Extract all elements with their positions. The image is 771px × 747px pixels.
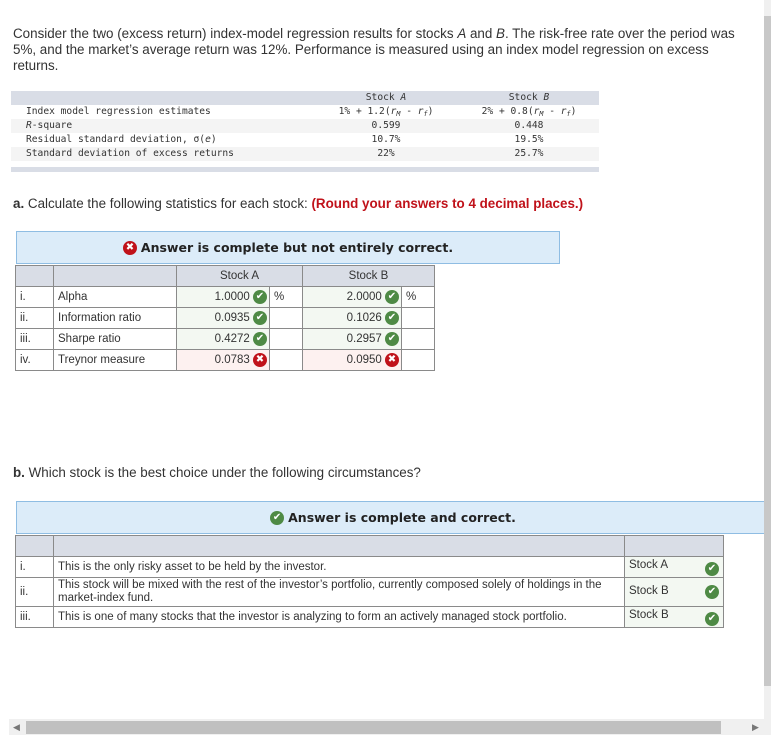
treynor-a-input[interactable]: 0.0783 ✖ (176, 349, 270, 371)
problem-statement: Consider the two (excess return) index-m… (13, 26, 735, 73)
alpha-a-input[interactable]: 1.0000 ✔ (176, 286, 270, 308)
check-circle-icon: ✔ (385, 290, 399, 304)
info-table-header: Stock A Stock B (11, 91, 599, 105)
info-row-regression: Index model regression estimates 1% + 1.… (11, 105, 599, 119)
vertical-scrollbar-thumb[interactable] (764, 16, 771, 686)
cross-circle-icon: ✖ (253, 353, 267, 367)
choice-3-select[interactable]: Stock B ✔ (624, 606, 724, 628)
part-a-header-row: Stock A Stock B (15, 265, 435, 287)
table-row: iii. This is one of many stocks that the… (15, 606, 724, 628)
horizontal-scrollbar[interactable]: ◀ ▶ (9, 719, 771, 735)
header-stock-b: Stock B (508, 92, 550, 103)
check-circle-icon: ✔ (385, 332, 399, 346)
scroll-right-arrow-icon[interactable]: ▶ (752, 722, 759, 732)
choice-2-select[interactable]: Stock B ✔ (624, 577, 724, 607)
scroll-left-arrow-icon[interactable]: ◀ (13, 722, 20, 732)
check-circle-icon: ✔ (705, 561, 719, 576)
regression-a: 1% + 1.2(rM - rf) (338, 106, 434, 118)
horizontal-scrollbar-thumb[interactable] (26, 721, 721, 734)
col-stock-b: Stock B (302, 265, 435, 287)
info-ratio-b-input[interactable]: 0.1026 ✔ (302, 307, 402, 329)
vertical-scrollbar[interactable] (764, 0, 771, 719)
info-row-residual-sd: Residual standard deviation, σ(e) 10.7% … (11, 133, 599, 147)
check-circle-icon: ✔ (385, 311, 399, 325)
table-row: ii. Information ratio 0.0935 ✔ 0.1026 ✔ (15, 307, 435, 329)
part-b-header-row (15, 535, 724, 557)
table-row: i. This is the only risky asset to be he… (15, 556, 724, 578)
table-row: i. Alpha 1.0000 ✔ % 2.0000 ✔ % (15, 286, 435, 308)
check-circle-icon: ✔ (270, 510, 285, 525)
cross-circle-icon: ✖ (385, 353, 399, 367)
sharpe-a-input[interactable]: 0.4272 ✔ (176, 328, 270, 350)
sharpe-b-input[interactable]: 0.2957 ✔ (302, 328, 402, 350)
choice-1-select[interactable]: Stock A ✔ (624, 556, 724, 578)
alpha-b-input[interactable]: 2.0000 ✔ (302, 286, 402, 308)
part-a-result-banner: ✖ Answer is complete but not entirely co… (16, 231, 560, 264)
part-b-result-banner: ✔ Answer is complete and correct. (16, 501, 770, 534)
table-row: iv. Treynor measure 0.0783 ✖ 0.0950 ✖ (15, 349, 435, 371)
col-stock-a: Stock A (176, 265, 303, 287)
part-b-answer-table: i. This is the only risky asset to be he… (15, 535, 724, 628)
info-ratio-a-input[interactable]: 0.0935 ✔ (176, 307, 270, 329)
info-row-excess-sd: Standard deviation of excess returns 22%… (11, 147, 599, 161)
regression-b: 2% + 0.8(rM - rf) (481, 106, 577, 118)
part-a-answer-table: Stock A Stock B i. Alpha 1.0000 ✔ % 2.00… (15, 265, 435, 371)
part-a-question: a. Calculate the following statistics fo… (13, 196, 584, 211)
check-circle-icon: ✔ (253, 332, 267, 346)
regression-info-table: Stock A Stock B Index model regression e… (11, 91, 599, 172)
check-circle-icon: ✔ (253, 290, 267, 304)
treynor-b-input[interactable]: 0.0950 ✖ (302, 349, 402, 371)
table-row: ii. This stock will be mixed with the re… (15, 577, 724, 607)
info-table-footer (11, 167, 599, 172)
cross-circle-icon: ✖ (122, 240, 137, 255)
check-circle-icon: ✔ (705, 585, 719, 599)
part-b-question: b. Which stock is the best choice under … (13, 465, 421, 480)
check-circle-icon: ✔ (705, 611, 719, 626)
info-row-r-square: R-square 0.599 0.448 (11, 119, 599, 133)
table-row: iii. Sharpe ratio 0.4272 ✔ 0.2957 ✔ (15, 328, 435, 350)
check-circle-icon: ✔ (253, 311, 267, 325)
header-stock-a: Stock A (365, 92, 407, 103)
